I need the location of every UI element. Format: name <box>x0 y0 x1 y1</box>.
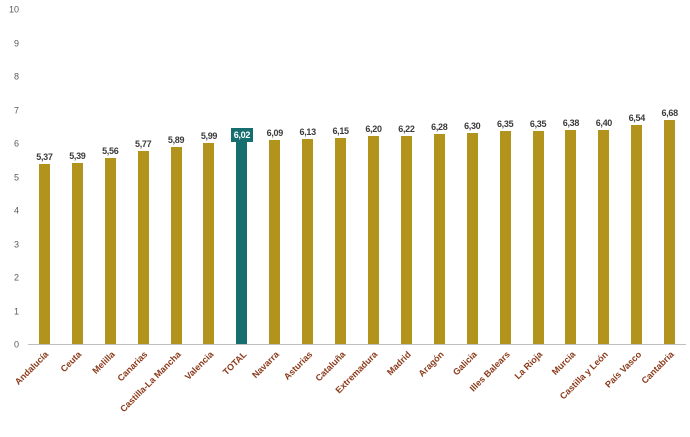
bar-column: 5,39 <box>61 10 94 344</box>
y-axis: 0 1 2 3 4 5 6 7 8 9 10 <box>0 5 26 349</box>
bar <box>203 143 215 344</box>
bar-value-label: 6,54 <box>628 112 646 123</box>
x-tick-cell: Castilla y León <box>558 347 620 437</box>
bar-value-label: 6,35 <box>529 119 547 130</box>
bar-value-label: 5,89 <box>167 134 185 145</box>
x-tick-cell: Illes Balears <box>467 347 522 437</box>
bar-value-label: 5,99 <box>200 131 218 142</box>
bar <box>532 131 544 344</box>
x-tick-cell: Castilla-La Mancha <box>118 347 193 437</box>
bar-value-label: 6,40 <box>595 117 613 128</box>
bar-column: 6,09 <box>258 10 291 344</box>
bar-total <box>236 142 248 344</box>
bar <box>433 133 445 344</box>
plot-area: 5,37 5,39 5,56 5,77 5,89 5,99 6,02 6,09 6,13 6,15… <box>28 10 686 345</box>
bar-value-label: 6,22 <box>398 123 415 134</box>
y-tick-label: 1 <box>13 306 19 316</box>
x-tick-cell: Cantabria <box>640 347 686 437</box>
x-tick-cell: Madrid <box>385 347 423 437</box>
bar <box>38 164 50 344</box>
x-tick-cell: La Rioja <box>513 347 555 437</box>
bar-column: 6,28 <box>423 10 456 344</box>
x-tick-cell: País Vasco <box>603 347 653 437</box>
y-tick-label: 2 <box>13 272 19 283</box>
bar-value-label: 6,35 <box>496 119 514 130</box>
bar-column: 6,35 <box>522 10 555 344</box>
bar <box>598 129 610 344</box>
bar-column: 6,54 <box>620 10 653 344</box>
bar-value-label: 6,38 <box>562 118 580 129</box>
y-tick-label: 3 <box>13 239 19 249</box>
bar <box>466 132 478 344</box>
bar-column: 6,30 <box>456 10 489 344</box>
bar-column: 5,37 <box>28 10 61 344</box>
bar-column: 6,35 <box>489 10 522 344</box>
bar-value-label: 5,39 <box>69 151 86 162</box>
bar <box>302 138 314 344</box>
x-tick-label: Ceuta <box>58 349 84 375</box>
y-tick-label: 10 <box>8 4 19 15</box>
y-tick-label: 7 <box>13 105 19 115</box>
bar <box>664 120 676 344</box>
x-tick-cell: Andalucía <box>13 347 61 437</box>
bar-value-label-total: 6,02 <box>230 128 254 143</box>
x-tick-label: TOTAL <box>220 349 249 377</box>
bar-value-label: 5,77 <box>135 138 152 149</box>
x-tick-cell: TOTAL <box>221 347 258 437</box>
bar <box>499 131 511 344</box>
y-tick-label: 4 <box>13 205 19 216</box>
bar <box>631 124 643 344</box>
bar <box>400 135 412 344</box>
bar-value-label: 6,09 <box>266 128 284 138</box>
x-tick-label: Andalucía <box>13 349 51 387</box>
x-tick-label: Galicia <box>450 349 479 378</box>
y-tick-label: 8 <box>13 71 19 82</box>
bar-column: 5,56 <box>94 10 127 344</box>
bar <box>565 130 577 344</box>
bar-value-label: 6,13 <box>299 126 317 137</box>
bar-column: 6,13 <box>291 10 324 344</box>
bar-value-label: 6,68 <box>661 108 679 119</box>
bar-column: 6,68 <box>653 10 686 344</box>
x-tick-cell: Navarra <box>250 347 291 437</box>
bar <box>170 146 182 344</box>
bar-column: 6,38 <box>555 10 588 344</box>
bar-value-label: 6,20 <box>365 124 382 135</box>
y-tick-label: 6 <box>13 138 19 149</box>
bar <box>368 136 380 344</box>
bar-column: 5,99 <box>193 10 226 344</box>
bar-column: 6,40 <box>587 10 620 344</box>
x-tick-cell: Asturias <box>282 347 324 437</box>
bar-column-total: 6,02 <box>225 10 258 344</box>
bar-value-label: 5,37 <box>36 152 53 163</box>
bar-value-label: 6,28 <box>431 121 448 132</box>
x-tick-cell: Aragón <box>416 347 456 437</box>
bar-column: 6,22 <box>390 10 423 344</box>
bar-column: 5,77 <box>127 10 160 344</box>
bar <box>335 138 347 344</box>
x-tick-cell: Valencia <box>183 347 226 437</box>
bar <box>71 163 83 344</box>
bar-value-label: 6,15 <box>332 126 349 136</box>
bar <box>269 140 281 344</box>
x-axis-labels: Andalucía Ceuta Melilla Canarias Castilla-La… <box>13 347 686 437</box>
bar-column: 6,15 <box>324 10 357 344</box>
bar <box>104 157 116 344</box>
x-tick-label: Melilla <box>90 349 117 376</box>
bar-column: 6,20 <box>357 10 390 344</box>
bar <box>137 150 149 344</box>
bar-value-label: 6,30 <box>464 120 481 131</box>
x-tick-label: Murcia <box>549 349 578 377</box>
bar-value-label: 5,56 <box>102 145 119 156</box>
x-tick-cell: Extremadura <box>334 347 390 437</box>
y-tick-label: 0 <box>13 339 19 350</box>
x-tick-label: Madrid <box>384 349 413 378</box>
y-tick-label: 9 <box>13 38 19 48</box>
bar-column: 5,89 <box>160 10 193 344</box>
x-tick-cell: Melilla <box>90 347 127 437</box>
y-tick-label: 5 <box>13 172 19 182</box>
x-tick-cell: Ceuta <box>58 347 94 437</box>
